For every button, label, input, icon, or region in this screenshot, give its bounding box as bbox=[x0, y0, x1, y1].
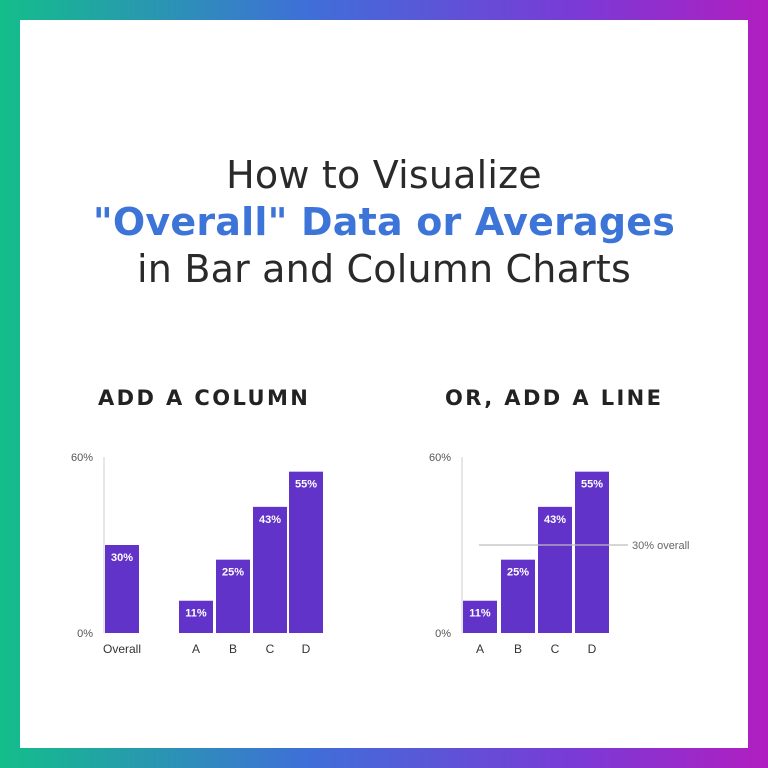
chart-add-column: 0% 60% 30% Overall 11% A 25% B 43% C 55% D bbox=[71, 452, 323, 656]
data-label: 43% bbox=[544, 514, 566, 526]
chart-1-heading: ADD A COLUMN bbox=[98, 386, 311, 410]
category-label: D bbox=[302, 642, 311, 656]
category-label: C bbox=[266, 642, 275, 656]
y-tick-label: 60% bbox=[71, 452, 93, 464]
bar bbox=[463, 600, 497, 633]
y-tick-label: 0% bbox=[77, 628, 93, 640]
content-card: How to Visualize "Overall" Data or Avera… bbox=[20, 20, 748, 748]
category-label: Overall bbox=[103, 642, 141, 656]
charts-canvas: 0% 60% 30% Overall 11% A 25% B 43% C 55% D 0% 60% 11%… bbox=[71, 452, 690, 656]
data-label: 55% bbox=[295, 479, 317, 491]
data-label: 25% bbox=[507, 567, 529, 579]
category-label: C bbox=[551, 642, 560, 656]
data-label: 25% bbox=[222, 567, 244, 579]
category-label: A bbox=[192, 642, 200, 656]
title-line-1: How to Visualize bbox=[226, 153, 542, 197]
y-tick-label: 60% bbox=[429, 452, 451, 464]
bar bbox=[216, 559, 250, 633]
data-label: 11% bbox=[185, 608, 207, 620]
bar bbox=[253, 506, 287, 633]
reference-line-label: 30% overall bbox=[632, 540, 689, 552]
title-line-3: in Bar and Column Charts bbox=[137, 247, 631, 291]
bar bbox=[179, 600, 213, 633]
bar bbox=[289, 471, 323, 633]
category-label: D bbox=[588, 642, 597, 656]
category-label: B bbox=[229, 642, 237, 656]
bar bbox=[501, 559, 535, 633]
data-label: 55% bbox=[581, 479, 603, 491]
bar bbox=[538, 506, 572, 633]
data-label: 43% bbox=[259, 514, 281, 526]
bar bbox=[105, 545, 139, 633]
data-label: 30% bbox=[111, 552, 133, 564]
chart-add-line: 0% 60% 11% A 25% B 43% C 55% D 30% overall bbox=[429, 452, 690, 656]
y-tick-label: 0% bbox=[435, 628, 451, 640]
category-label: B bbox=[514, 642, 522, 656]
category-label: A bbox=[476, 642, 484, 656]
page-title: How to Visualize "Overall" Data or Avera… bbox=[20, 152, 748, 293]
chart-2-heading: OR, ADD A LINE bbox=[445, 386, 664, 410]
data-label: 11% bbox=[469, 608, 491, 620]
title-line-2: "Overall" Data or Averages bbox=[92, 200, 676, 244]
bar bbox=[575, 471, 609, 633]
